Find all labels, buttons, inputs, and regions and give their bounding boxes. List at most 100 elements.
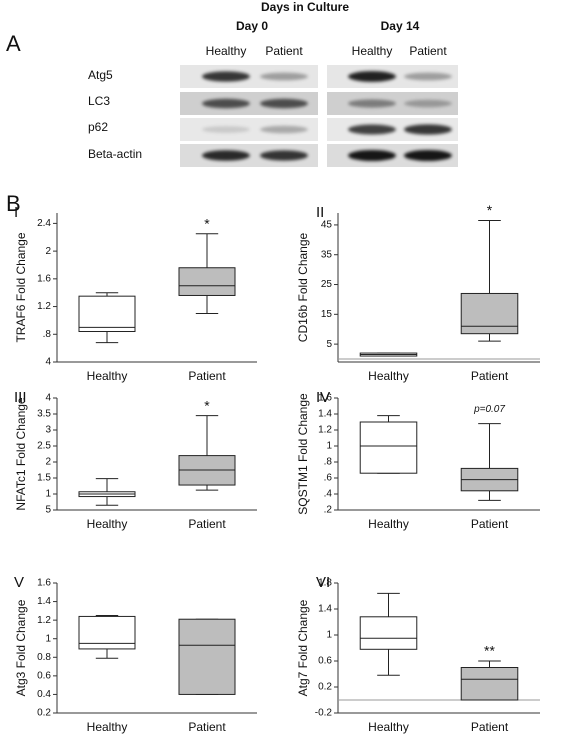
y-axis-label: Atg3 Fold Change xyxy=(14,599,28,696)
box-chart: I TRAF6 Fold Change 4 .8 1.2 1.6 2 2.4 Healthy Pa… xyxy=(14,204,257,383)
lane-label: Healthy xyxy=(352,44,393,58)
y-tick-label: 0.2 xyxy=(37,708,51,719)
y-tick-label: 4 xyxy=(45,357,51,368)
y-tick-label: 1.4 xyxy=(318,409,332,420)
blot-band xyxy=(202,126,250,133)
blot-title: Days in Culture xyxy=(261,0,349,14)
box xyxy=(359,421,418,474)
box xyxy=(178,618,236,695)
y-tick-label: .8 xyxy=(43,329,52,340)
blot-band xyxy=(404,124,452,135)
y-tick-label: 1.6 xyxy=(37,273,51,284)
blot-band xyxy=(260,72,308,81)
blot-band xyxy=(404,99,452,108)
x-tick-label: Patient xyxy=(188,720,226,734)
y-tick-label: 3.5 xyxy=(37,409,51,420)
panel-label: B xyxy=(6,191,21,216)
y-tick-label: 1.5 xyxy=(37,473,51,484)
blot-band xyxy=(260,98,308,109)
box-chart: V Atg3 Fold Change 0.2 0.4 0.6 0.8 1 1.2 1.4 1.6 H… xyxy=(14,574,257,734)
y-tick-label: 1.4 xyxy=(37,596,51,607)
y-tick-label: 5 xyxy=(45,505,51,516)
x-tick-label: Healthy xyxy=(87,720,128,734)
y-tick-label: 1 xyxy=(326,630,332,641)
y-tick-label: 25 xyxy=(321,279,333,290)
box xyxy=(460,292,519,335)
annotation: p=0.07 xyxy=(473,404,505,415)
panel-label: A xyxy=(6,31,21,56)
y-tick-label: 3 xyxy=(45,425,51,436)
box xyxy=(78,615,136,650)
y-tick-label: 1.2 xyxy=(318,425,332,436)
y-tick-label: 1.4 xyxy=(318,604,332,615)
row-label: LC3 xyxy=(88,94,110,108)
y-tick-label: 1 xyxy=(45,489,51,500)
x-tick-label: Patient xyxy=(188,369,226,383)
x-tick-label: Healthy xyxy=(368,517,409,531)
panel-number: V xyxy=(14,574,24,591)
y-tick-label: 0.4 xyxy=(37,689,51,700)
row-label: Beta-actin xyxy=(88,147,142,161)
blot-panel xyxy=(180,65,458,167)
x-tick-label: Healthy xyxy=(87,517,128,531)
y-tick-label: 4 xyxy=(45,393,51,404)
blot-band xyxy=(348,124,396,135)
x-tick-label: Patient xyxy=(188,517,226,531)
annotation: ** xyxy=(484,643,495,659)
y-axis-label: Atg7 Fold Change xyxy=(296,599,310,696)
y-axis-label: NFATc1 Fold Change xyxy=(14,397,28,510)
y-tick-label: 2.4 xyxy=(37,218,51,229)
y-tick-label: 2 xyxy=(45,457,51,468)
x-tick-label: Patient xyxy=(471,720,509,734)
blot-band xyxy=(202,150,250,161)
y-tick-label: 1.8 xyxy=(318,578,332,589)
annotation: * xyxy=(487,202,493,218)
y-tick-label: 2 xyxy=(45,246,51,257)
y-axis-label: SQSTM1 Fold Change xyxy=(296,393,310,515)
blot-band xyxy=(348,150,396,161)
annotation: * xyxy=(204,215,210,231)
lane-label: Patient xyxy=(409,44,447,58)
blot-band xyxy=(202,71,250,82)
lane-label: Patient xyxy=(265,44,303,58)
y-axis-label: TRAF6 Fold Change xyxy=(14,232,28,342)
y-tick-label: 2.5 xyxy=(37,441,51,452)
y-tick-label: 35 xyxy=(321,249,333,260)
box-chart: VI Atg7 Fold Change -0.2 0.2 0.6 1 1.4 1.8 Healt… xyxy=(296,574,540,734)
box-chart: II CD16b Fold Change 5 15 25 35 45 Healthy Patie… xyxy=(296,202,540,383)
y-tick-label: 1 xyxy=(326,441,332,452)
y-tick-label: .6 xyxy=(324,473,333,484)
x-tick-label: Patient xyxy=(471,369,509,383)
lane-label: Healthy xyxy=(206,44,247,58)
panel-number: III xyxy=(14,389,27,406)
y-tick-label: 0.6 xyxy=(37,670,51,681)
y-axis-label: CD16b Fold Change xyxy=(296,232,310,342)
panel-number: I xyxy=(14,204,18,221)
box xyxy=(78,295,136,333)
y-tick-label: -0.2 xyxy=(315,708,333,719)
panel-number: VI xyxy=(316,574,330,591)
blot-band xyxy=(260,150,308,161)
y-tick-label: .8 xyxy=(324,457,333,468)
y-tick-label: 45 xyxy=(321,220,333,231)
y-tick-label: 0.6 xyxy=(318,656,332,667)
row-label: Atg5 xyxy=(88,68,113,82)
blot-band xyxy=(404,72,452,81)
y-tick-label: .4 xyxy=(324,489,333,500)
y-tick-label: .2 xyxy=(324,505,333,516)
x-tick-label: Healthy xyxy=(368,369,409,383)
blot-band xyxy=(348,99,396,108)
blot-band xyxy=(348,71,396,82)
group-label: Day 14 xyxy=(381,19,420,33)
box-chart: IV SQSTM1 Fold Change .2 .4 .6 .8 1 1.2 1.4 1.6 He… xyxy=(296,389,540,531)
blot-band xyxy=(202,98,250,109)
y-tick-label: 5 xyxy=(326,339,332,350)
box xyxy=(178,267,236,296)
box xyxy=(359,616,418,650)
y-tick-label: 15 xyxy=(321,309,333,320)
x-tick-label: Healthy xyxy=(87,369,128,383)
panel-number: II xyxy=(316,204,324,221)
box xyxy=(460,667,519,701)
